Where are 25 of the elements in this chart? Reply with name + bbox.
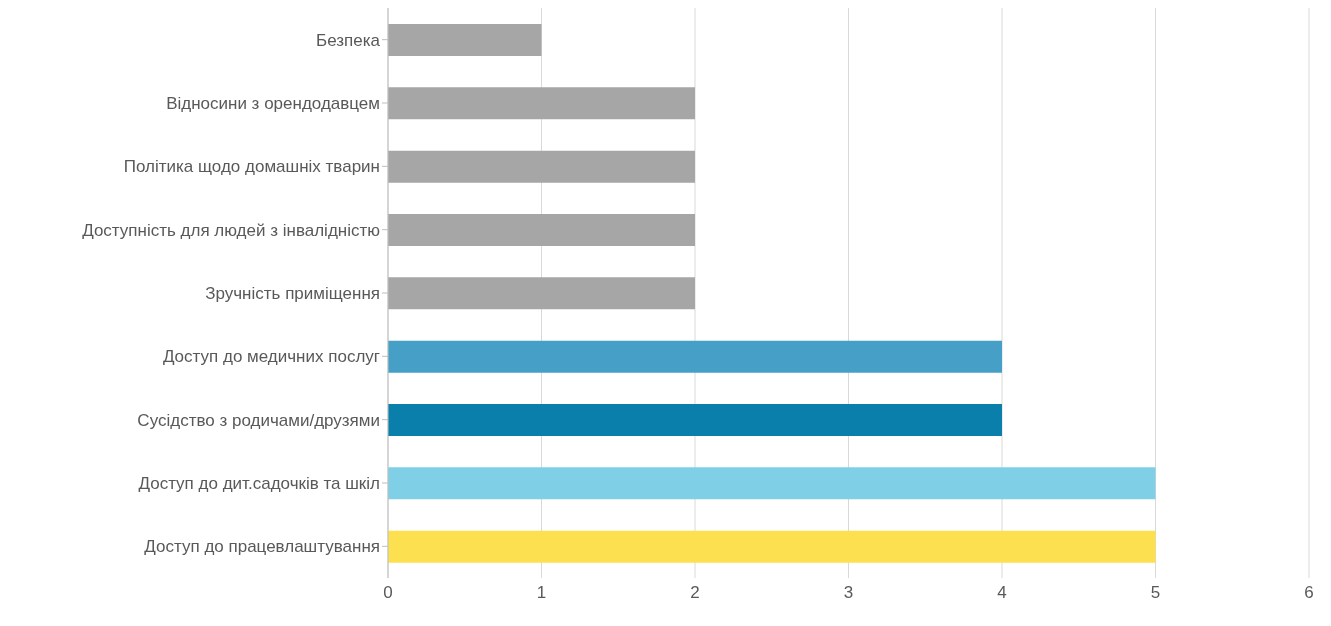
- bar: [388, 24, 542, 56]
- bar: [388, 404, 1002, 436]
- bar: [388, 340, 1002, 373]
- y-tick-label: Доступ до дит.садочків та шкіл: [138, 474, 380, 494]
- x-tick-label: 4: [997, 583, 1007, 603]
- bar: [388, 150, 695, 183]
- y-tick-label: Доступність для людей з інвалідністю: [82, 220, 381, 240]
- x-tick-label: 0: [383, 583, 393, 603]
- x-tick-label: 1: [536, 583, 547, 603]
- x-tick-label: 5: [1150, 583, 1161, 603]
- bar: [388, 467, 1156, 500]
- y-tick-label: Сусідство з родичами/друзями: [137, 410, 380, 430]
- y-tick-label: Доступ до працевлаштування: [144, 537, 380, 557]
- x-tick-label: 3: [843, 583, 854, 603]
- y-tick-label: Доступ до медичних послуг: [162, 347, 380, 367]
- bar: [388, 277, 695, 310]
- y-tick-label: Безпека: [316, 30, 381, 50]
- x-tick-label: 2: [690, 583, 700, 603]
- y-tick-label: Політика щодо домашніх тварин: [123, 157, 380, 177]
- y-tick-label: Відносини з орендодавцем: [166, 94, 380, 114]
- x-tick-label: 6: [1304, 583, 1314, 603]
- bar: [388, 87, 695, 120]
- bar: [388, 530, 1156, 563]
- bar: [388, 214, 695, 246]
- y-tick-label: Зручність приміщення: [205, 284, 380, 304]
